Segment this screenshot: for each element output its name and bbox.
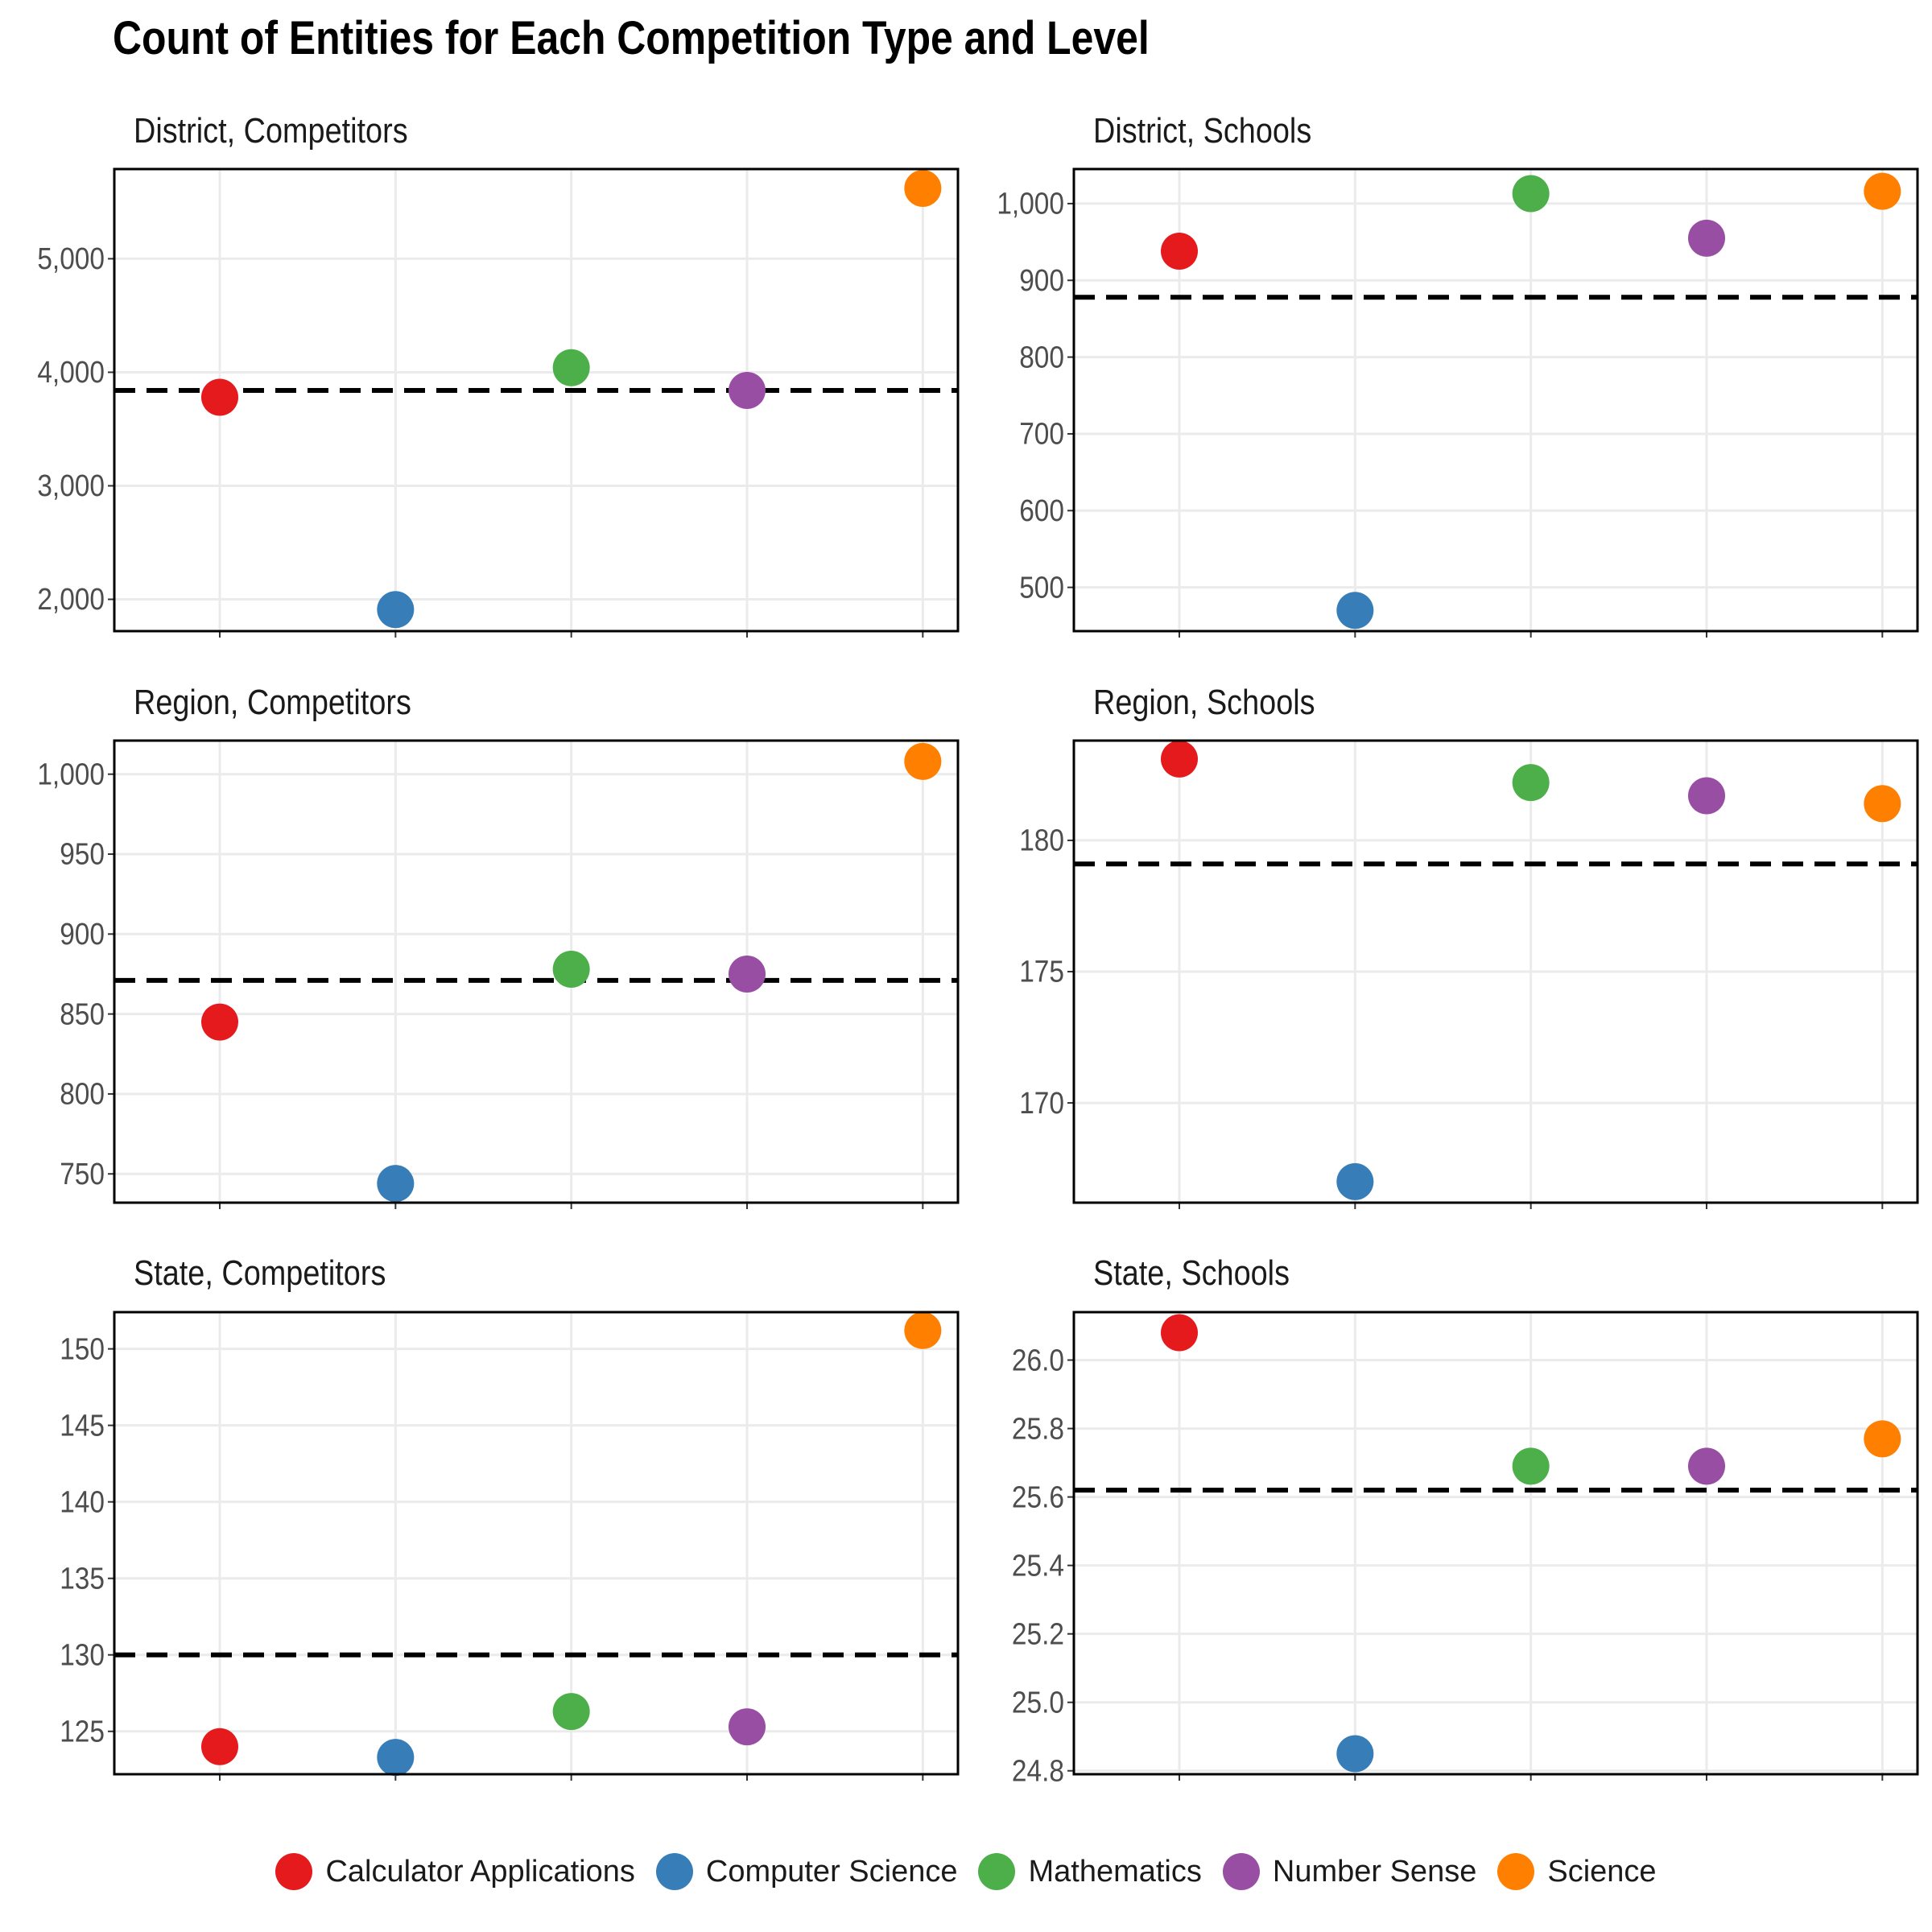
point-mathematics [552,951,590,989]
y-tick-label: 135 [60,1561,105,1595]
y-tick-label: 3,000 [37,469,105,502]
panel-state-schools: 24.8 25.0 25.2 25.4 25.6 25.8 26.0 [1012,1311,1919,1788]
y-tick-label: 750 [60,1157,105,1191]
panel-title-state-competitors: State, Competitors [134,1253,386,1293]
y-tick-label: 180 [1019,824,1064,857]
y-tick-label: 2,000 [37,582,105,616]
panel-title-state-schools: State, Schools [1093,1253,1290,1293]
point-calculator-applications [1161,233,1198,270]
legend-item-science: Science [1497,1853,1657,1890]
point-number-sense [729,372,766,410]
panel-title-region-schools: Region, Schools [1093,683,1315,722]
point-mathematics [1512,175,1550,213]
y-tick-label: 1,000 [37,757,105,791]
legend-item-number-sense: Number Sense [1222,1853,1477,1890]
y-tick-label: 25.6 [1012,1480,1064,1513]
y-tick-label: 800 [60,1077,105,1111]
y-tick-label: 170 [1019,1086,1064,1120]
y-tick-label: 125 [60,1715,105,1748]
panel-border [1072,1311,1919,1776]
point-number-sense [729,1708,766,1746]
point-number-sense [1688,777,1725,815]
legend-swatch-calculator-applications [275,1853,313,1890]
point-science [1864,172,1901,210]
panel-border [1072,739,1919,1204]
panel-region-competitors: 750 800 850 900 950 1,000 [37,739,960,1209]
point-number-sense [729,955,766,993]
chart-title: Count of Entities for Each Competition T… [113,12,1150,64]
y-tick-label: 130 [60,1638,105,1672]
point-calculator-applications [201,378,238,416]
y-tick-label: 600 [1019,493,1064,527]
point-computer-science [1336,1735,1374,1773]
y-tick-label: 25.2 [1012,1616,1064,1650]
legend-label-calculator-applications: Calculator Applications [325,1854,635,1889]
point-science [904,742,942,780]
legend-item-computer-science: Computer Science [655,1853,958,1890]
y-tick-label: 5,000 [37,242,105,275]
legend-swatch-science [1497,1853,1535,1890]
panel-border [1072,167,1919,633]
point-science [1864,1420,1901,1458]
point-mathematics [552,349,590,386]
y-tick-label: 25.4 [1012,1548,1064,1582]
y-tick-label: 4,000 [37,355,105,389]
legend-swatch-computer-science [655,1853,693,1890]
y-tick-label: 500 [1019,570,1064,604]
legend-label-computer-science: Computer Science [705,1854,958,1889]
y-tick-label: 800 [1019,340,1064,374]
legend-label-number-sense: Number Sense [1272,1854,1477,1889]
panel-border [113,167,960,633]
point-mathematics [1512,764,1550,802]
point-computer-science [377,591,415,629]
y-tick-label: 950 [60,837,105,871]
y-tick-label: 1,000 [997,187,1064,221]
point-calculator-applications [201,1003,238,1041]
point-science [904,1311,942,1349]
point-computer-science [1336,1162,1374,1200]
panel-region-schools: 170 175 180 [1019,739,1919,1209]
y-tick-label: 900 [60,917,105,951]
panel-title-district-competitors: District, Competitors [134,111,408,151]
y-tick-label: 26.0 [1012,1343,1064,1377]
point-computer-science [377,1165,415,1203]
y-tick-label: 150 [60,1331,105,1365]
legend-item-calculator-applications: Calculator Applications [275,1853,635,1890]
point-mathematics [552,1693,590,1731]
y-tick-label: 900 [1019,263,1064,297]
panel-title-region-competitors: Region, Competitors [134,683,411,722]
y-tick-label: 175 [1019,955,1064,989]
point-mathematics [1512,1447,1550,1485]
point-science [904,169,942,207]
legend-label-mathematics: Mathematics [1028,1854,1202,1889]
y-tick-label: 140 [60,1484,105,1518]
y-tick-label: 24.8 [1012,1754,1064,1788]
y-tick-label: 25.8 [1012,1411,1064,1445]
panel-title-district-schools: District, Schools [1093,111,1312,151]
point-calculator-applications [1161,740,1198,778]
legend-label-science: Science [1547,1854,1657,1889]
panel-border [113,739,960,1204]
panel-district-competitors: 2,000 3,000 4,000 5,000 [37,167,960,638]
y-tick-label: 25.0 [1012,1685,1064,1719]
y-tick-label: 145 [60,1408,105,1442]
legend-swatch-number-sense [1222,1853,1260,1890]
point-number-sense [1688,1447,1725,1485]
panel-border [113,1311,960,1776]
legend: Calculator Applications Computer Science M… [0,1843,1932,1900]
legend-item-mathematics: Mathematics [978,1853,1202,1890]
point-number-sense [1688,219,1725,257]
legend-swatch-mathematics [978,1853,1016,1890]
point-computer-science [1336,592,1374,630]
point-computer-science [377,1739,415,1777]
point-calculator-applications [201,1728,238,1765]
y-tick-label: 700 [1019,417,1064,451]
panel-state-competitors: 125 130 135 140 145 150 [60,1311,960,1781]
point-science [1864,785,1901,823]
y-tick-label: 850 [60,997,105,1030]
point-calculator-applications [1161,1314,1198,1352]
panel-district-schools: 500 600 700 800 900 1,000 [997,167,1919,638]
